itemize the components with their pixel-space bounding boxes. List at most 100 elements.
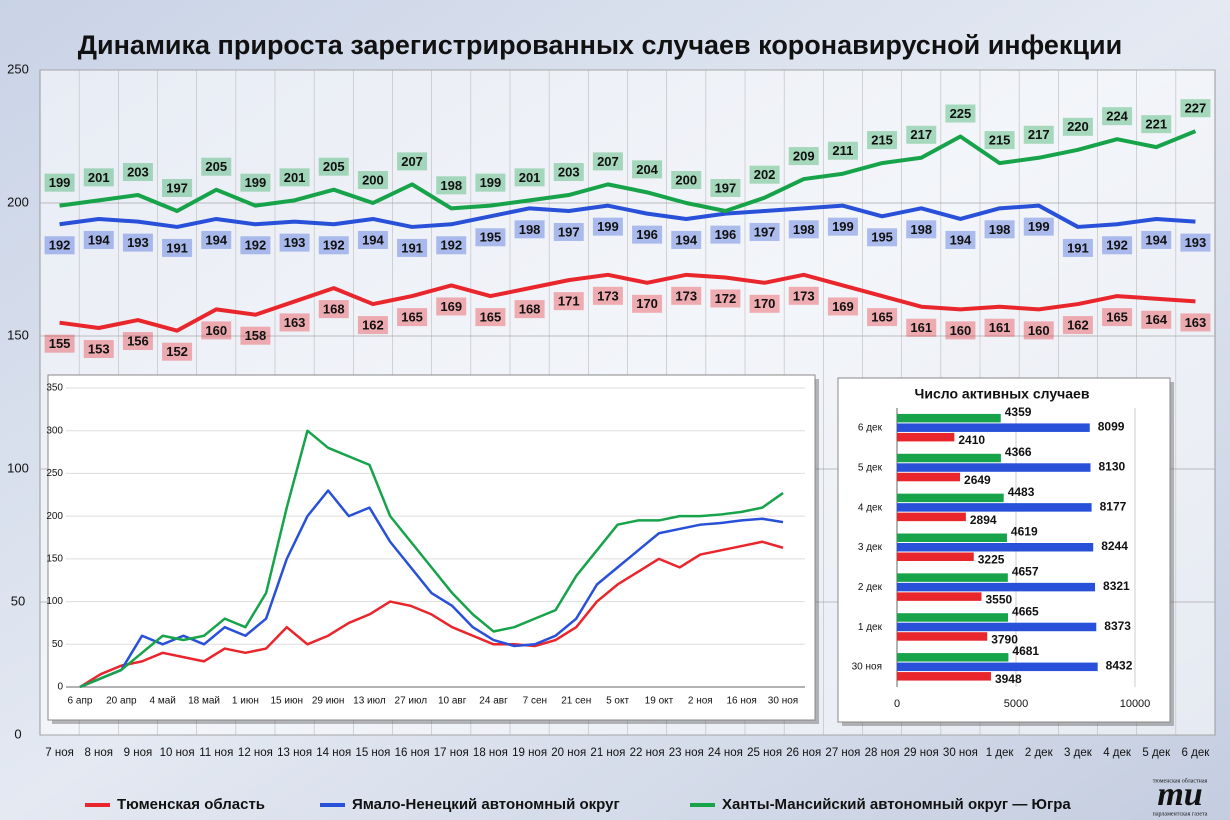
value-label: 194 xyxy=(1145,232,1167,247)
value-label-box xyxy=(83,230,114,249)
value-label: 171 xyxy=(558,294,580,309)
x-tick-label: 13 ноя xyxy=(277,747,312,759)
value-label-box xyxy=(44,236,75,255)
value-label-box xyxy=(514,300,545,319)
value-label: 199 xyxy=(480,175,502,190)
value-label: 2894 xyxy=(970,513,997,527)
x-tick-label: 10 авг xyxy=(438,696,467,707)
value-label-box xyxy=(867,308,898,327)
value-label-box xyxy=(1141,230,1172,249)
value-label: 198 xyxy=(910,222,932,237)
value-label: 202 xyxy=(754,167,776,182)
value-label-box xyxy=(867,131,898,150)
value-label-box xyxy=(1023,321,1054,340)
x-tick-label: 9 ноя xyxy=(124,747,153,759)
value-label: 165 xyxy=(871,310,893,325)
x-tick-label: 27 ноя xyxy=(825,747,860,759)
value-label-box xyxy=(240,326,271,345)
value-label: 173 xyxy=(793,288,815,303)
value-label: 199 xyxy=(49,175,71,190)
value-label: 209 xyxy=(793,148,815,163)
value-label-box xyxy=(945,104,976,123)
x-tick-label: 16 ноя xyxy=(726,696,756,707)
value-label-box xyxy=(867,228,898,247)
value-label-box xyxy=(357,171,388,189)
logo-bottom: парламентская газета xyxy=(1153,811,1208,817)
bar xyxy=(897,413,1001,423)
value-label: 8432 xyxy=(1106,659,1133,673)
value-label-box xyxy=(201,321,232,340)
x-tick-label: 6 дек xyxy=(1182,747,1211,759)
value-label-box xyxy=(984,131,1015,150)
value-label: 227 xyxy=(1185,101,1207,116)
bar xyxy=(897,653,1009,662)
x-tick-label: 5000 xyxy=(1004,698,1028,710)
value-label-box xyxy=(827,297,858,316)
value-label: 4483 xyxy=(1008,485,1035,499)
value-label: 199 xyxy=(832,219,854,234)
x-tick-label: 21 ноя xyxy=(590,747,625,759)
value-label: 3948 xyxy=(995,672,1022,686)
x-tick-label: 6 апр xyxy=(68,696,93,707)
bar xyxy=(897,592,982,601)
value-label-box xyxy=(749,165,780,184)
x-tick-label: 19 ноя xyxy=(512,747,547,759)
x-tick-label: 18 май xyxy=(188,696,220,707)
value-label-box xyxy=(1102,308,1133,327)
value-label: 156 xyxy=(127,333,149,348)
value-label-box xyxy=(44,173,75,192)
value-label-box xyxy=(122,163,153,182)
value-label-box xyxy=(397,308,428,327)
y-tick-label: 50 xyxy=(52,639,64,650)
value-label: 160 xyxy=(1028,323,1050,338)
value-label: 197 xyxy=(166,180,188,195)
value-label-box xyxy=(632,225,663,244)
value-label-box xyxy=(788,286,819,305)
inset-bar-chart: Число активных случаев 0 5000 10000 30 ноя 46… xyxy=(837,377,1174,726)
x-tick-label: 30 ноя xyxy=(943,747,978,759)
value-label-box xyxy=(906,125,937,144)
value-label: 8373 xyxy=(1104,619,1131,633)
value-label-box xyxy=(1102,107,1133,126)
value-label: 170 xyxy=(754,296,776,311)
value-label-box xyxy=(1102,236,1133,255)
value-label-box xyxy=(671,230,702,249)
value-label-box xyxy=(632,294,663,313)
x-tick-label: 14 ноя xyxy=(316,747,351,759)
value-label: 196 xyxy=(715,227,737,242)
value-label: 169 xyxy=(832,299,854,314)
value-label-box xyxy=(1062,316,1093,335)
x-tick-label: 19 окт xyxy=(645,696,674,707)
value-label: 201 xyxy=(88,170,110,185)
bar xyxy=(897,512,966,522)
value-label: 200 xyxy=(362,172,384,187)
value-label: 160 xyxy=(205,323,227,338)
value-label-box xyxy=(1141,310,1172,329)
value-label: 193 xyxy=(284,235,306,250)
x-tick-label: 25 ноя xyxy=(747,747,782,759)
value-label: 225 xyxy=(950,106,972,121)
value-label-box xyxy=(83,168,114,187)
x-tick-label: 2 ноя xyxy=(688,696,713,707)
value-label-box xyxy=(436,297,467,316)
value-label: 220 xyxy=(1067,119,1089,134)
x-tick-label: 15 ноя xyxy=(355,747,390,759)
y-tick-label: 0 xyxy=(57,682,63,693)
value-label-box xyxy=(710,289,741,308)
value-label-box xyxy=(827,217,858,236)
series-line xyxy=(79,429,784,689)
value-label-box xyxy=(710,225,741,244)
bar xyxy=(897,582,1096,592)
x-tick-label: 10 ноя xyxy=(160,747,195,759)
value-label-box xyxy=(945,230,976,249)
value-label: 207 xyxy=(597,154,619,169)
value-label: 205 xyxy=(323,159,345,174)
value-label-box xyxy=(201,230,232,249)
value-label: 4681 xyxy=(1012,644,1039,658)
value-label: 158 xyxy=(245,328,267,343)
value-label: 153 xyxy=(88,341,110,356)
x-tick-label: 4 май xyxy=(150,696,176,707)
value-label-box xyxy=(475,308,506,327)
value-label-box xyxy=(240,173,271,192)
